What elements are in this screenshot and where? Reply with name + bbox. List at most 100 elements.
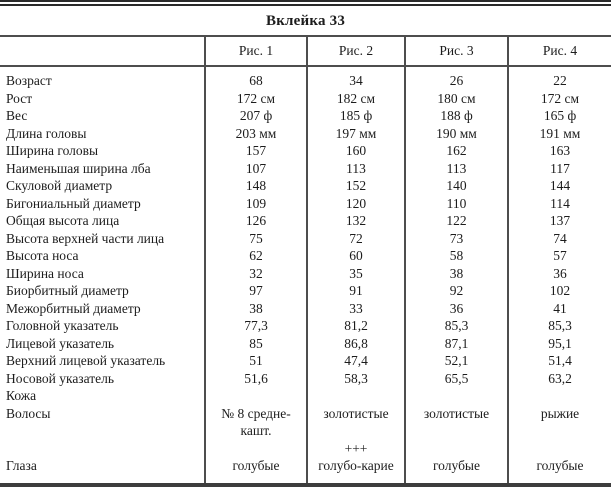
- value-cell: 38: [204, 299, 307, 317]
- value-cell: 190 мм: [404, 124, 508, 142]
- value-cell: 34: [306, 66, 405, 90]
- value-cell: 77,3: [204, 317, 307, 335]
- row-label: Бигониальный диаметр: [6, 195, 141, 211]
- value-cell: 52,1: [404, 352, 508, 370]
- table-row: Биорбитный диаметр 97 91 92 102: [0, 282, 611, 300]
- value-cell: 144: [507, 177, 611, 195]
- table-row: Ширина головы 157 160 162 163: [0, 142, 611, 160]
- value-cell: [204, 439, 307, 457]
- value-cell: [404, 439, 508, 457]
- table-row: +++: [0, 439, 611, 458]
- value-cell: 126: [204, 212, 307, 230]
- value-cell: 102: [507, 282, 611, 300]
- value-cell: 113: [306, 159, 405, 177]
- value-cell: голубые: [204, 457, 307, 483]
- value-cell: 95,1: [507, 334, 611, 352]
- value-cell: 72: [306, 229, 405, 247]
- value-cell: 122: [404, 212, 508, 230]
- table-row: Волосы № 8 средне-кашт. золотистые золотист…: [0, 404, 611, 440]
- value-cell: № 8 средне-кашт.: [204, 404, 307, 440]
- value-cell: 97: [204, 282, 307, 300]
- table-row: Лицевой указатель 85 86,8 87,1 95,1: [0, 334, 611, 352]
- table-title: Вклейка 33: [0, 6, 611, 37]
- value-cell: 51,4: [507, 352, 611, 370]
- value-cell: 160: [306, 142, 405, 160]
- header-col-fig-3: Рис. 3: [404, 37, 508, 67]
- value-cell: 65,5: [404, 369, 508, 387]
- value-cell: [507, 387, 611, 405]
- value-cell: 165 ф: [507, 107, 611, 125]
- row-label: Кожа: [6, 388, 37, 403]
- table-row: Верхний лицевой указатель 51 47,4 52,1 51,4: [0, 352, 611, 370]
- row-label: Вес: [6, 108, 28, 123]
- header-col-fig-2: Рис. 2: [306, 37, 405, 67]
- value-cell: [204, 387, 307, 405]
- table-row: Кожа: [0, 387, 611, 405]
- value-cell: 85: [204, 334, 307, 352]
- row-label: Общая высота лица: [6, 213, 120, 228]
- value-cell: 137: [507, 212, 611, 230]
- row-label: Головной указатель: [6, 318, 119, 333]
- value-cell: 172 см: [507, 89, 611, 107]
- value-cell: 157: [204, 142, 307, 160]
- value-cell: 191 мм: [507, 124, 611, 142]
- value-cell: 41: [507, 299, 611, 317]
- table-row: Вес 207 ф 185 ф 188 ф 165 ф: [0, 107, 611, 125]
- header-col-fig-4: Рис. 4: [507, 37, 611, 67]
- value-cell: голубые: [404, 457, 508, 483]
- table-row: Рост 172 см 182 см 180 см 172 см: [0, 89, 611, 107]
- value-cell: 36: [404, 299, 508, 317]
- row-label: Возраст: [6, 73, 52, 88]
- row-label: Волосы: [6, 405, 51, 421]
- value-cell: 162: [404, 142, 508, 160]
- value-cell: 73: [404, 229, 508, 247]
- table-row: Высота верхней части лица 75 72 73 74: [0, 229, 611, 247]
- header-row: Рис. 1 Рис. 2 Рис. 3 Рис. 4: [0, 37, 611, 67]
- row-label: Ширина носа: [6, 265, 84, 281]
- value-cell: [404, 387, 508, 405]
- value-cell: 91: [306, 282, 405, 300]
- value-cell: золотистые: [404, 404, 508, 440]
- value-cell: 32: [204, 264, 307, 282]
- anthropometry-table: Рис. 1 Рис. 2 Рис. 3 Рис. 4 Возраст 68 34 2…: [0, 37, 611, 483]
- row-label: Лицевой указатель: [6, 335, 115, 351]
- value-cell: 120: [306, 194, 405, 212]
- value-cell: 197 мм: [306, 124, 405, 142]
- value-cell: рыжие: [507, 404, 611, 440]
- table-body: Возраст 68 34 26 22 Рост 172 см 182 см 180 см 172…: [0, 66, 611, 483]
- value-cell: голубые: [507, 457, 611, 483]
- table-row: Возраст 68 34 26 22: [0, 66, 611, 90]
- value-cell: 182 см: [306, 89, 405, 107]
- row-label: [0, 440, 205, 458]
- row-label: Верхний лицевой указатель: [6, 353, 166, 368]
- value-cell: 140: [404, 177, 508, 195]
- row-label: Межорбитный диаметр: [6, 300, 141, 316]
- value-cell: 57: [507, 247, 611, 265]
- value-cell: 92: [404, 282, 508, 300]
- value-cell: 87,1: [404, 334, 508, 352]
- value-cell: голубо-карие: [306, 457, 405, 483]
- value-cell: 188 ф: [404, 107, 508, 125]
- value-cell: 47,4: [306, 352, 405, 370]
- row-label: Глаза: [6, 458, 37, 473]
- header-col-fig-1: Рис. 1: [204, 37, 307, 67]
- value-cell: 148: [204, 177, 307, 195]
- table-row: Носовой указатель 51,6 58,3 65,5 63,2: [0, 369, 611, 387]
- value-cell: 33: [306, 299, 405, 317]
- value-cell: 180 см: [404, 89, 508, 107]
- value-cell: 81,2: [306, 317, 405, 335]
- value-cell: 74: [507, 229, 611, 247]
- value-cell: 113: [404, 159, 508, 177]
- table-row: Наименьшая ширина лба 107 113 113 117: [0, 159, 611, 177]
- value-cell: 114: [507, 194, 611, 212]
- table-row: Межорбитный диаметр 38 33 36 41: [0, 299, 611, 317]
- value-cell: [507, 439, 611, 457]
- value-cell: 60: [306, 247, 405, 265]
- value-cell: 185 ф: [306, 107, 405, 125]
- value-cell: 207 ф: [204, 107, 307, 125]
- value-cell: 86,8: [306, 334, 405, 352]
- value-cell: 85,3: [507, 317, 611, 335]
- value-cell: 152: [306, 177, 405, 195]
- row-label: Скуловой диаметр: [6, 178, 113, 193]
- value-cell: 58,3: [306, 369, 405, 387]
